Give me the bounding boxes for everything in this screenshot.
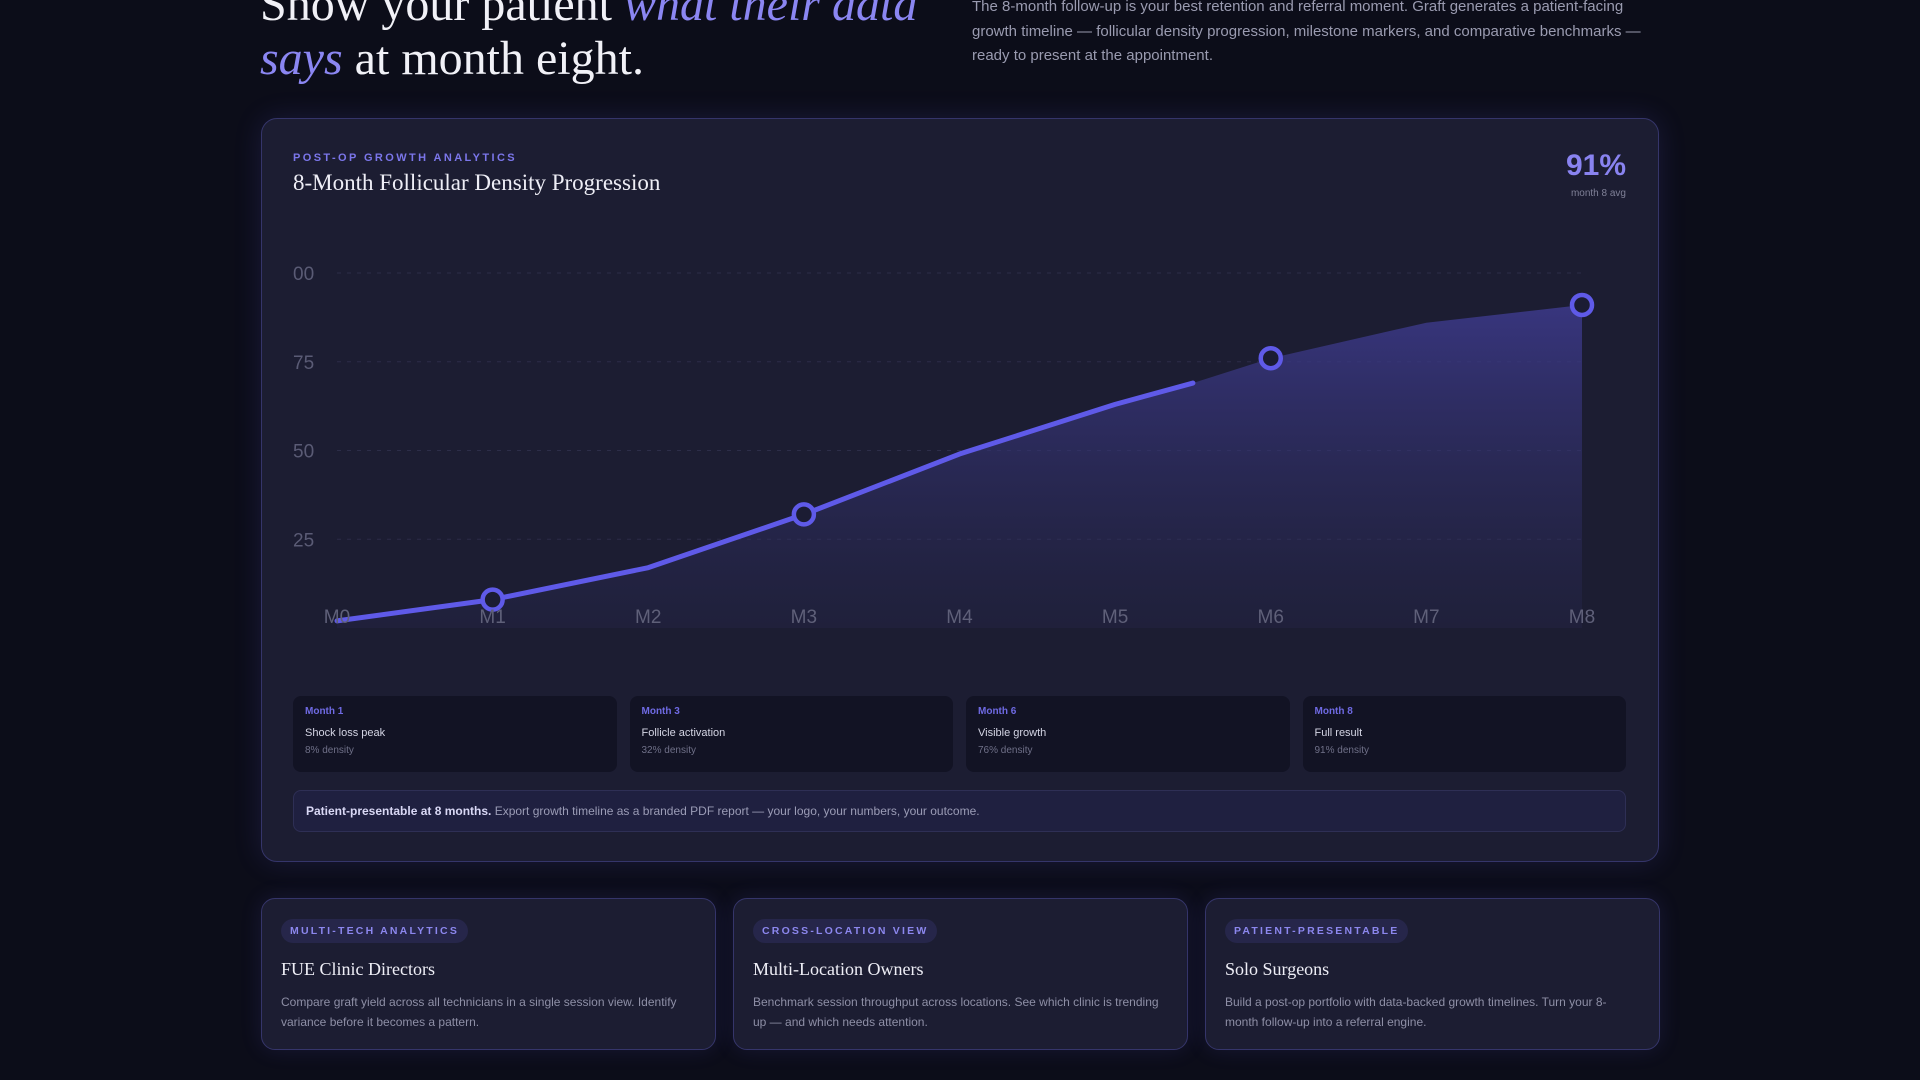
growth-analytics-panel: POST-OP GROWTH ANALYTICS 8-Month Follicu… — [261, 118, 1659, 862]
milestone-month: Month 8 — [1314, 706, 1353, 717]
y-tick-label: 00 — [293, 264, 314, 285]
x-tick-label: M1 — [479, 607, 505, 628]
y-tick-label: 50 — [293, 442, 314, 463]
milestone-card: Month 1 Shock loss peak 8% density — [293, 696, 617, 772]
x-tick-label: M4 — [946, 607, 973, 628]
milestone-density: 91% density — [1314, 745, 1369, 756]
milestone-title: Full result — [1314, 727, 1363, 739]
hero-description: The 8-month follow-up is your best reten… — [972, 0, 1641, 64]
density-area — [337, 304, 1582, 628]
y-tick-label: 75 — [293, 353, 314, 374]
milestone-title: Visible growth — [978, 727, 1047, 739]
milestone-density: 8% density — [305, 745, 354, 756]
hero-title-lead: Show your patient — [260, 0, 624, 31]
x-tick-label: M5 — [1102, 607, 1128, 628]
panel-eyebrow: POST-OP GROWTH ANALYTICS — [293, 152, 518, 164]
x-tick-label: M8 — [1569, 607, 1595, 628]
milestone-card: Month 6 Visible growth 76% density — [966, 696, 1290, 772]
audience-card-title: FUE Clinic Directors — [281, 959, 435, 979]
density-chart: 25 50 75 00 M0 M1 M2 M3 M4 M5 M6 M7 M8 — [293, 264, 1595, 628]
milestone-title: Follicle activation — [641, 727, 726, 739]
milestone-point — [1258, 345, 1283, 371]
milestone-point — [1569, 292, 1595, 318]
x-tick-label: M7 — [1413, 607, 1439, 628]
x-tick-label: M2 — [635, 607, 661, 628]
audience-badge: MULTI-TECH ANALYTICS — [281, 919, 469, 943]
milestone-title: Shock loss peak — [305, 727, 386, 739]
export-callout: Patient-presentable at 8 months. Export … — [293, 790, 1626, 832]
milestone-point — [480, 587, 505, 612]
milestone-card: Month 8 Full result 91% density — [1302, 696, 1626, 772]
milestone-list: Month 1 Shock loss peak 8% density Month… — [293, 696, 1626, 772]
audience-card-description: Build a post-op portfolio with data-back… — [1225, 995, 1607, 1029]
x-tick-label: M6 — [1258, 607, 1284, 628]
milestone-card: Month 3 Follicle activation 32% density — [629, 696, 953, 772]
audience-card-clinic-directors: MULTI-TECH ANALYTICS FUE Clinic Director… — [261, 898, 716, 1050]
audience-card-title: Multi-Location Owners — [753, 959, 924, 979]
callout-headline: Patient-presentable at 8 months. — [306, 804, 492, 818]
hero-title: Show your patient what their data says a… — [260, 0, 960, 86]
x-tick-label: M0 — [324, 607, 350, 628]
milestone-point — [791, 502, 817, 527]
audience-card-multi-location: CROSS-LOCATION VIEW Multi-Location Owner… — [733, 898, 1188, 1050]
x-tick-label: M3 — [791, 607, 817, 628]
month-8-stat-value: 91% — [1565, 149, 1626, 182]
audience-card-description: Compare graft yield across all technicia… — [281, 995, 677, 1029]
month-8-stat-label: month 8 avg — [1570, 188, 1626, 199]
audience-card-description: Benchmark session throughput across loca… — [753, 995, 1159, 1029]
panel-title: 8-Month Follicular Density Progression — [293, 170, 661, 195]
callout-text: Export growth timeline as a branded PDF … — [491, 804, 980, 818]
audience-card-title: Solo Surgeons — [1225, 959, 1330, 979]
milestone-month: Month 6 — [978, 706, 1017, 717]
milestone-density: 32% density — [641, 745, 696, 756]
milestone-density: 76% density — [978, 745, 1033, 756]
audience-badge: CROSS-LOCATION VIEW — [753, 919, 938, 943]
hero-title-emphasis: what their data says — [260, 0, 918, 85]
audience-badge: PATIENT-PRESENTABLE — [1225, 919, 1409, 943]
y-tick-label: 25 — [293, 530, 314, 551]
milestone-month: Month 1 — [305, 706, 344, 717]
milestone-month: Month 3 — [641, 706, 680, 717]
hero-title-tail: at month eight. — [342, 32, 644, 85]
audience-card-solo-surgeons: PATIENT-PRESENTABLE Solo Surgeons Build … — [1205, 898, 1660, 1050]
